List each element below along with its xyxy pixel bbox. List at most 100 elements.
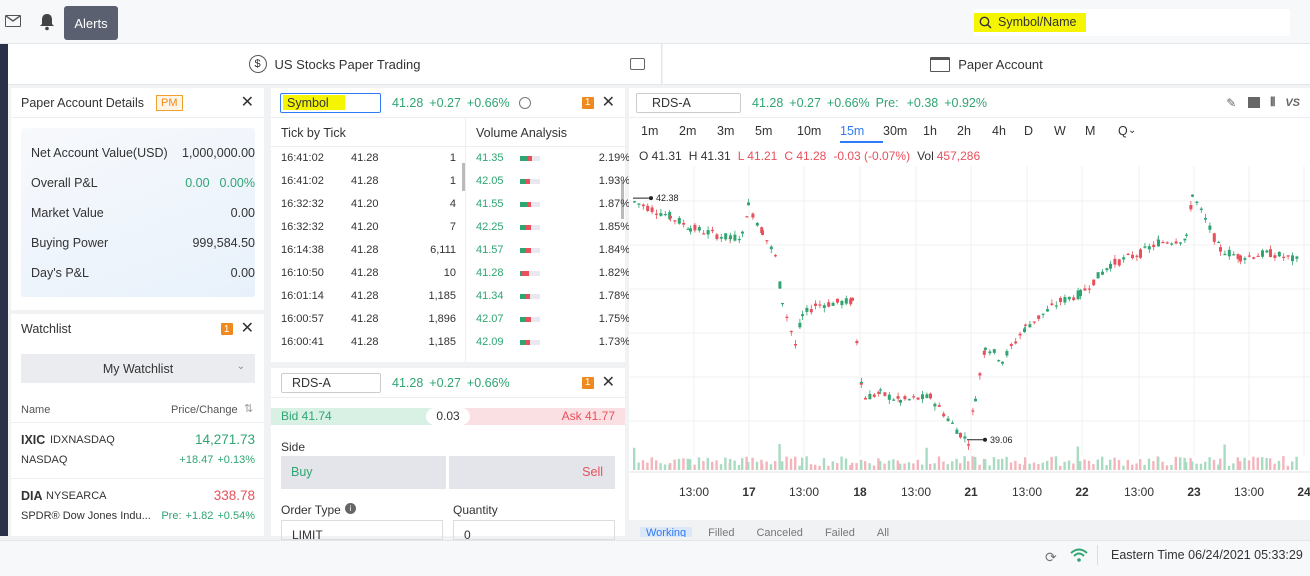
x-axis-label: 13:00	[789, 485, 819, 499]
tick-size: 6,111	[430, 244, 456, 256]
interval-10m[interactable]: 10m	[797, 124, 822, 138]
candle-body	[851, 297, 854, 301]
candle-body	[1105, 268, 1109, 271]
close-icon[interactable]: ✕	[240, 320, 254, 337]
col-price-change[interactable]: Price/Change	[171, 404, 238, 416]
pencil-icon[interactable]: ✎	[1226, 95, 1237, 110]
ask-bar[interactable]: Ask 41.77	[448, 408, 625, 425]
candle-body	[1236, 254, 1240, 260]
side-label: Side	[281, 440, 306, 454]
top-bar: Alerts Symbol/Name	[0, 0, 1310, 44]
order-tab-working[interactable]: Working	[640, 527, 693, 537]
volume-bar	[769, 464, 773, 470]
refresh-icon[interactable]: ⟳	[1045, 549, 1057, 565]
candle-body	[693, 224, 697, 231]
tick-scrollbar[interactable]	[462, 163, 465, 191]
interval-Q[interactable]: Q	[1118, 124, 1128, 138]
order-tab-canceled[interactable]: Canceled	[756, 527, 803, 537]
order-type-select[interactable]: LIMIT	[281, 520, 443, 540]
order-tab-filled[interactable]: Filled	[708, 527, 735, 537]
candle-body	[818, 304, 822, 306]
candle-body	[1005, 351, 1009, 356]
buy-button[interactable]: Buy	[281, 456, 446, 489]
tab-label: US Stocks Paper Trading	[274, 56, 421, 72]
volume-bar	[1295, 456, 1298, 470]
tab-paper-account[interactable]: Paper Account	[663, 44, 1310, 85]
watchlist-item[interactable]: IXIC IDXNASDAQ 14,271.73 NASDAQ +18.47 +0.13%	[11, 422, 264, 478]
interval-4h[interactable]: 4h	[992, 124, 1006, 138]
interval-2h[interactable]: 2h	[957, 124, 971, 138]
candle-body	[1243, 258, 1247, 260]
interval-D[interactable]: D	[1024, 124, 1034, 138]
candle-body	[785, 316, 789, 318]
interval-1m[interactable]: 1m	[641, 124, 659, 138]
candle-body	[1126, 253, 1130, 255]
volume-bar	[747, 461, 750, 470]
ohlc-high: H 41.31	[688, 149, 731, 163]
chart-symbol-input[interactable]: RDS-A	[636, 92, 741, 113]
interval-3m[interactable]: 3m	[717, 124, 735, 138]
x-axis-label: 23	[1187, 485, 1201, 499]
candle-body	[1204, 217, 1207, 220]
candle-body	[1199, 208, 1203, 210]
mail-icon[interactable]	[5, 15, 21, 27]
volume-bar	[1174, 456, 1177, 470]
alerts-tooltip: Alerts	[64, 6, 118, 40]
quantity-input[interactable]: 0	[453, 520, 615, 540]
candle-body	[1212, 233, 1216, 242]
briefcase-icon[interactable]	[630, 58, 645, 70]
interval-1h[interactable]: 1h	[923, 124, 937, 138]
volume-bar	[765, 461, 768, 470]
clock-icon[interactable]	[518, 96, 531, 109]
compare-icon[interactable]: VS	[1285, 96, 1300, 109]
volume-bar	[967, 461, 970, 470]
order-tab-all[interactable]: All	[876, 527, 890, 537]
volume-scrollbar[interactable]	[621, 181, 624, 219]
candle-body	[1179, 242, 1182, 244]
interval-2m[interactable]: 2m	[679, 124, 697, 138]
watchlist-select[interactable]: My Watchlist ⌄	[21, 354, 255, 383]
candle-body	[1076, 290, 1080, 300]
volume-pct: 1.75%	[598, 313, 630, 325]
order-tab-failed[interactable]: Failed	[824, 527, 855, 537]
volume-bar	[520, 339, 540, 345]
chevron-down-icon[interactable]: ⌄	[1128, 125, 1137, 136]
interval-W[interactable]: W	[1054, 124, 1066, 138]
info-icon[interactable]: i	[345, 503, 356, 514]
candlestick-chart[interactable]: 42.38 39.06 13:00 17 13:00 18 13:00 21 13:00 22 13…	[629, 166, 1310, 500]
interval-15m[interactable]: 15m	[840, 124, 883, 143]
interval-M[interactable]: M	[1085, 124, 1096, 138]
tick-row: 16:41:02 41.28 1	[281, 175, 461, 187]
indicator-icon[interactable]: ⫴	[1270, 95, 1276, 109]
candle-body	[747, 202, 750, 206]
volume-bar	[844, 458, 848, 470]
search-input[interactable]: Symbol/Name	[974, 9, 1290, 36]
close-icon[interactable]: ✕	[601, 373, 615, 391]
volume-bar	[868, 463, 871, 470]
volume-bar	[719, 464, 723, 470]
candle-body	[951, 422, 954, 424]
tick-row: 16:10:50 41.28 10	[281, 267, 461, 279]
sort-icon[interactable]: ⇅	[244, 403, 254, 415]
candle-body	[1083, 288, 1087, 291]
bell-icon[interactable]	[39, 13, 55, 34]
account-row: Overall P&L 0.00 0.00%	[31, 176, 255, 190]
interval-5m[interactable]: 5m	[755, 124, 773, 138]
sell-button[interactable]: Sell	[449, 456, 615, 489]
close-icon[interactable]: ✕	[601, 93, 615, 111]
tab-paper-trading[interactable]: $ US Stocks Paper Trading	[8, 44, 662, 85]
interval-30m[interactable]: 30m	[883, 124, 908, 138]
high-marker-label: 42.38	[656, 193, 679, 203]
order-symbol-input[interactable]: RDS-A	[281, 372, 381, 393]
x-axis-label: 21	[964, 485, 978, 499]
chevron-down-icon: ⌄	[236, 361, 245, 372]
watch-pct: +0.13%	[217, 454, 255, 466]
watchlist-item[interactable]: DIA NYSEARCA 338.78 SPDR® Dow Jones Indu...…	[11, 478, 264, 534]
close-icon[interactable]: ✕	[240, 93, 254, 111]
candle-body	[1072, 297, 1076, 301]
bid-bar[interactable]: Bid 41.74	[271, 408, 448, 425]
chart-type-icon[interactable]	[1248, 97, 1261, 108]
symbol-input[interactable]: Symbol	[280, 92, 381, 113]
candle-body	[715, 234, 719, 240]
candle-body	[836, 298, 839, 303]
